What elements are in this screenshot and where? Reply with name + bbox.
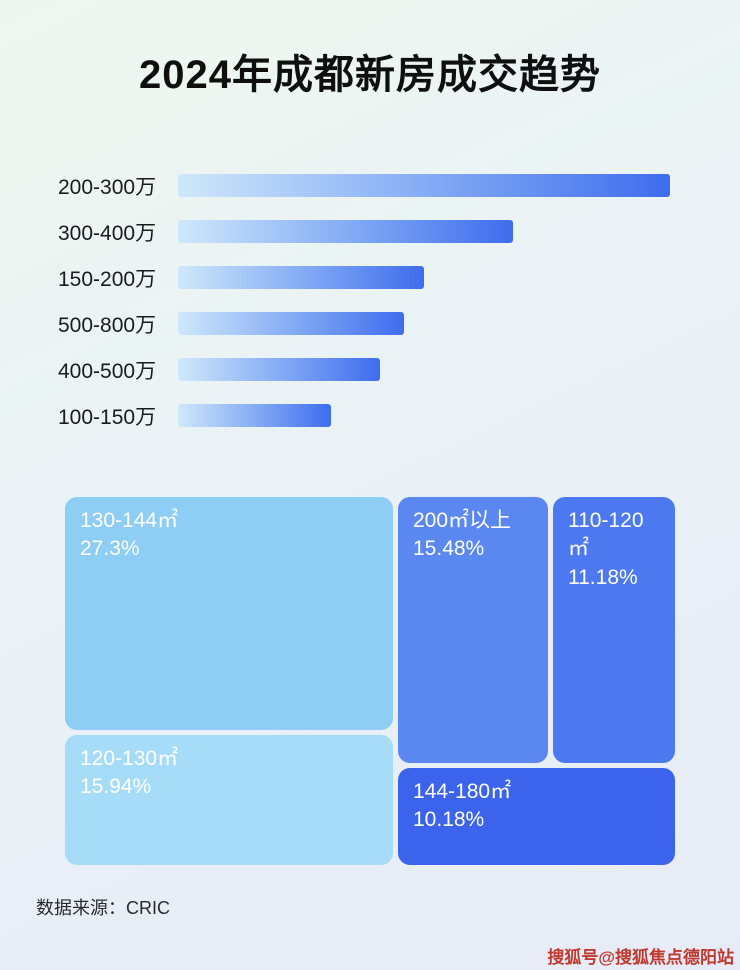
treemap-block-110-120: 110-120㎡ 11.18%	[553, 497, 675, 763]
treemap-block-value: 10.18%	[413, 808, 485, 832]
bar-category-label: 500-800万	[58, 313, 157, 337]
treemap-block-value: 11.18%	[568, 565, 638, 589]
bar-chart: 200-300万 300-400万 150-200万 500-800万 400-…	[0, 174, 740, 429]
treemap-block-value: 15.94%	[80, 775, 152, 799]
bar-row: 150-200万	[58, 266, 670, 291]
bar-track	[178, 404, 670, 427]
bar-track	[178, 220, 670, 243]
treemap-block-label: 110-120㎡	[568, 509, 644, 561]
bar-category-label: 100-150万	[58, 405, 157, 429]
treemap-block-label: 200㎡以上	[413, 509, 512, 532]
treemap-block-label: 144-180㎡	[413, 780, 512, 803]
bar-row: 100-150万	[58, 404, 670, 429]
bar-fill	[178, 312, 405, 335]
bar-fill	[178, 220, 513, 243]
page-title: 2024年成都新房成交趋势	[139, 53, 601, 97]
bar-fill	[178, 404, 331, 427]
bar-category-label: 400-500万	[58, 359, 157, 383]
treemap-block-130-144: 130-144㎡ 27.3%	[65, 497, 393, 730]
treemap-block-200-plus: 200㎡以上 15.48%	[398, 497, 548, 763]
bar-row: 400-500万	[58, 358, 670, 383]
watermark-text: 搜狐号@搜狐焦点德阳站	[547, 948, 734, 967]
bar-category-label: 150-200万	[58, 267, 157, 291]
bar-category-label: 300-400万	[58, 221, 157, 245]
treemap-block-value: 15.48%	[413, 537, 485, 561]
bar-fill	[178, 358, 380, 381]
bar-track	[178, 174, 670, 197]
bar-fill	[178, 266, 424, 289]
bar-fill	[178, 174, 670, 197]
treemap-chart: 130-144㎡ 27.3% 200㎡以上 15.48% 110-120㎡ 11…	[65, 497, 675, 865]
treemap-block-label: 130-144㎡	[80, 509, 179, 532]
treemap-block-120-130: 120-130㎡ 15.94%	[65, 735, 393, 865]
treemap-block-144-180: 144-180㎡ 10.18%	[398, 768, 675, 865]
treemap-block-value: 27.3%	[80, 537, 140, 561]
bar-row: 500-800万	[58, 312, 670, 337]
bar-track	[178, 312, 670, 335]
bar-track	[178, 266, 670, 289]
bar-track	[178, 358, 670, 381]
bar-category-label: 200-300万	[58, 175, 157, 199]
bar-row: 200-300万	[58, 174, 670, 199]
bar-row: 300-400万	[58, 220, 670, 245]
data-source-label: 数据来源：CRIC	[36, 898, 170, 918]
treemap-block-label: 120-130㎡	[80, 747, 179, 770]
